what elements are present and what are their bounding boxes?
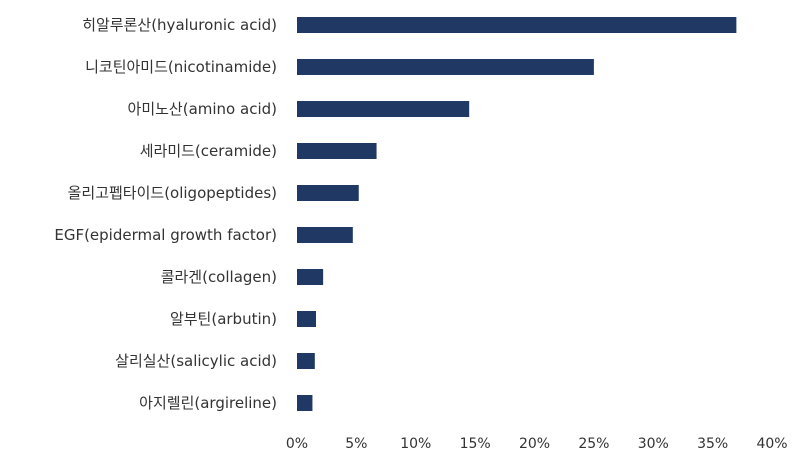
x-tick-label: 10% [400, 436, 431, 452]
category-label: 니코틴아미드(nicotinamide) [85, 58, 277, 76]
bar [297, 227, 353, 243]
category-labels-group: 히알루론산(hyaluronic acid) 니코틴아미드(nicotinamid… [54, 16, 277, 412]
category-label: 알부틴(arbutin) [170, 310, 277, 328]
category-label: 아지렐린(argireline) [139, 394, 277, 412]
bars-group [297, 17, 737, 411]
x-tick-label: 20% [519, 436, 550, 452]
category-label: 올리고펩타이드(oligopeptides) [68, 184, 277, 202]
x-tick-label: 40% [756, 436, 787, 452]
x-tick-label: 25% [578, 436, 609, 452]
x-tick-labels-group: 0% 5% 10% 15% 20% 25% 30% 35% 40% [286, 436, 788, 452]
x-tick-label: 0% [286, 436, 308, 452]
bar [297, 17, 737, 33]
category-label: 히알루론산(hyaluronic acid) [82, 16, 277, 34]
category-label: 콜라겐(collagen) [161, 268, 277, 286]
bar [297, 101, 470, 117]
bar [297, 143, 377, 159]
category-label: 살리실산(salicylic acid) [115, 352, 277, 370]
bar [297, 353, 315, 369]
bar [297, 395, 313, 411]
category-label: 아미노산(amino acid) [128, 100, 277, 118]
category-label: EGF(epidermal growth factor) [54, 226, 277, 244]
bar [297, 59, 594, 75]
category-label: 세라미드(ceramide) [140, 142, 277, 160]
bar [297, 311, 316, 327]
x-tick-label: 35% [697, 436, 728, 452]
bar [297, 269, 324, 285]
bar [297, 185, 359, 201]
x-tick-label: 15% [460, 436, 491, 452]
x-tick-label: 5% [345, 436, 367, 452]
x-tick-label: 30% [638, 436, 669, 452]
